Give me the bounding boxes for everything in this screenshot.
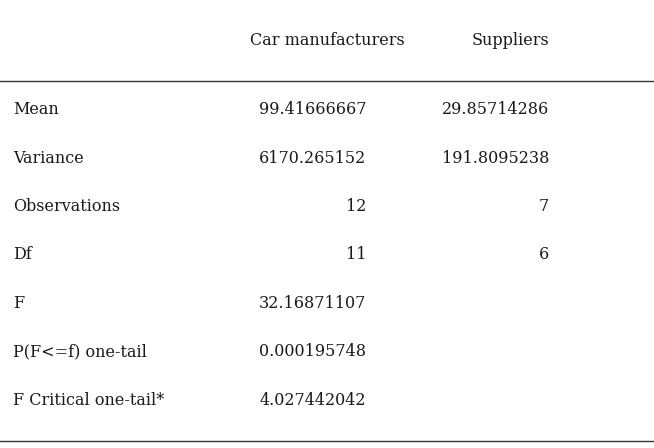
Text: 6170.265152: 6170.265152 bbox=[259, 150, 366, 167]
Text: Mean: Mean bbox=[13, 101, 59, 118]
Text: 11: 11 bbox=[346, 246, 366, 263]
Text: F: F bbox=[13, 295, 24, 312]
Text: 4.027442042: 4.027442042 bbox=[260, 392, 366, 409]
Text: 29.85714286: 29.85714286 bbox=[442, 101, 549, 118]
Text: 6: 6 bbox=[539, 246, 549, 263]
Text: F Critical one-tail*: F Critical one-tail* bbox=[13, 392, 164, 409]
Text: 12: 12 bbox=[346, 198, 366, 215]
Text: 7: 7 bbox=[539, 198, 549, 215]
Text: Observations: Observations bbox=[13, 198, 120, 215]
Text: Variance: Variance bbox=[13, 150, 84, 167]
Text: Car manufacturers: Car manufacturers bbox=[250, 32, 404, 49]
Text: 0.000195748: 0.000195748 bbox=[259, 343, 366, 360]
Text: P(F<=f) one-tail: P(F<=f) one-tail bbox=[13, 343, 147, 360]
Text: Suppliers: Suppliers bbox=[472, 32, 549, 49]
Text: 191.8095238: 191.8095238 bbox=[442, 150, 549, 167]
Text: 32.16871107: 32.16871107 bbox=[259, 295, 366, 312]
Text: Df: Df bbox=[13, 246, 32, 263]
Text: 99.41666667: 99.41666667 bbox=[259, 101, 366, 118]
